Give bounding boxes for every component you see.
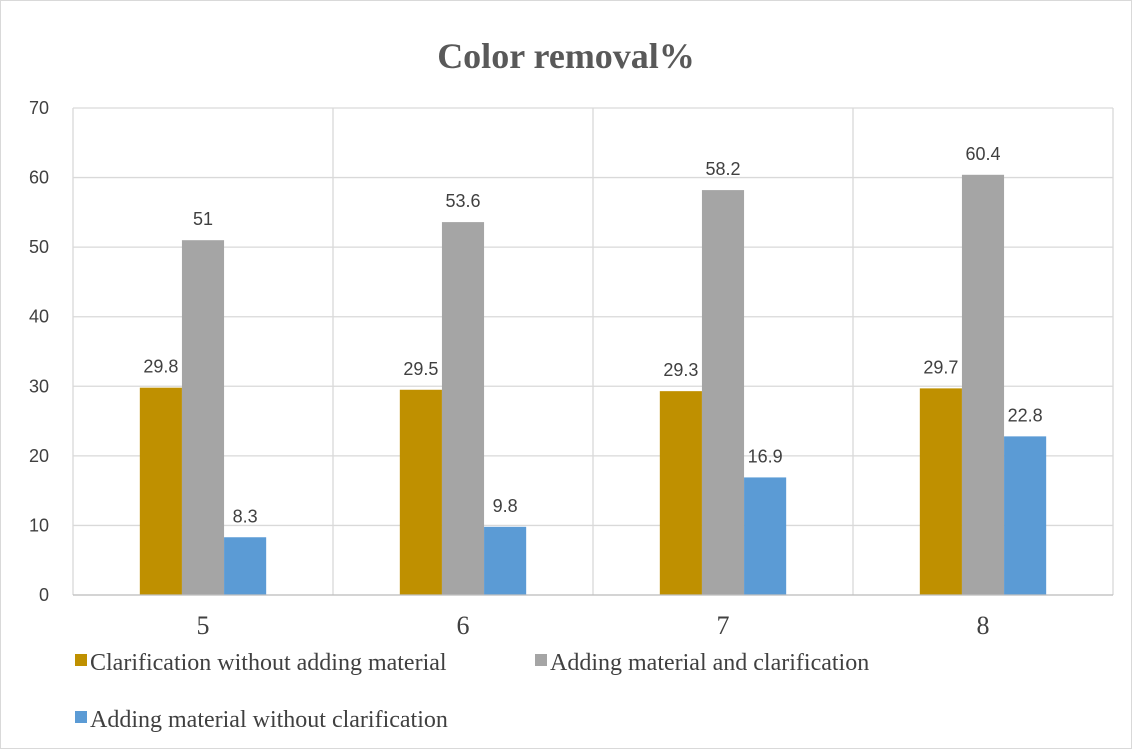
data-label: 16.9 [748, 446, 783, 466]
data-label: 22.8 [1008, 405, 1043, 425]
bar-series-2 [961, 174, 1005, 595]
legend-label-1: Clarification without adding material [90, 650, 447, 676]
data-label: 58.2 [705, 159, 740, 179]
bars [139, 174, 1047, 595]
y-tick-label: 10 [29, 515, 49, 535]
bar-series-2 [701, 190, 745, 595]
bar-series-1 [139, 387, 182, 595]
data-label: 53.6 [445, 191, 480, 211]
y-tick-label: 0 [39, 585, 49, 605]
data-label: 29.3 [663, 360, 698, 380]
data-label: 29.7 [923, 357, 958, 377]
x-axis: 5 6 7 8 [73, 594, 1113, 640]
legend-label-3: Adding material without clarification [90, 707, 448, 733]
data-label: 8.3 [233, 506, 258, 526]
bar-series-1 [919, 388, 962, 595]
y-axis: 0 10 20 30 40 50 60 70 [29, 98, 49, 605]
data-label: 51 [193, 209, 213, 229]
data-labels: 29.8 29.5 29.3 29.7 51 53.6 58.2 60.4 8.3 9.8 16.9… [143, 144, 1042, 526]
y-tick-label: 40 [29, 307, 49, 327]
y-tick-label: 60 [29, 168, 49, 188]
data-label: 29.8 [143, 357, 178, 377]
x-tick-label: 8 [977, 611, 990, 640]
bar-series-1 [659, 391, 702, 595]
y-tick-label: 50 [29, 237, 49, 257]
x-tick-label: 6 [457, 611, 470, 640]
legend-swatch-2 [535, 654, 547, 666]
bar-series-2 [441, 222, 485, 595]
y-tick-label: 20 [29, 446, 49, 466]
data-label: 9.8 [493, 496, 518, 516]
bar-series-3 [1004, 436, 1047, 595]
x-tick-label: 5 [197, 611, 210, 640]
bar-series-3 [224, 537, 267, 595]
legend-swatch-3 [75, 711, 87, 723]
legend-swatch-1 [75, 654, 87, 666]
data-label: 60.4 [965, 144, 1000, 164]
bar-series-2 [181, 240, 225, 595]
bar-series-1 [399, 389, 442, 595]
x-tick-label: 7 [717, 611, 730, 640]
y-tick-label: 30 [29, 376, 49, 396]
y-tick-label: 70 [29, 98, 49, 118]
chart-title: Color removal% [437, 36, 695, 76]
legend: Clarification without adding material Add… [75, 650, 869, 733]
data-label: 29.5 [403, 359, 438, 379]
legend-label-2: Adding material and clarification [550, 650, 869, 676]
bar-series-3 [484, 526, 527, 595]
gridlines [72, 107, 1114, 596]
bar-series-3 [744, 477, 787, 595]
